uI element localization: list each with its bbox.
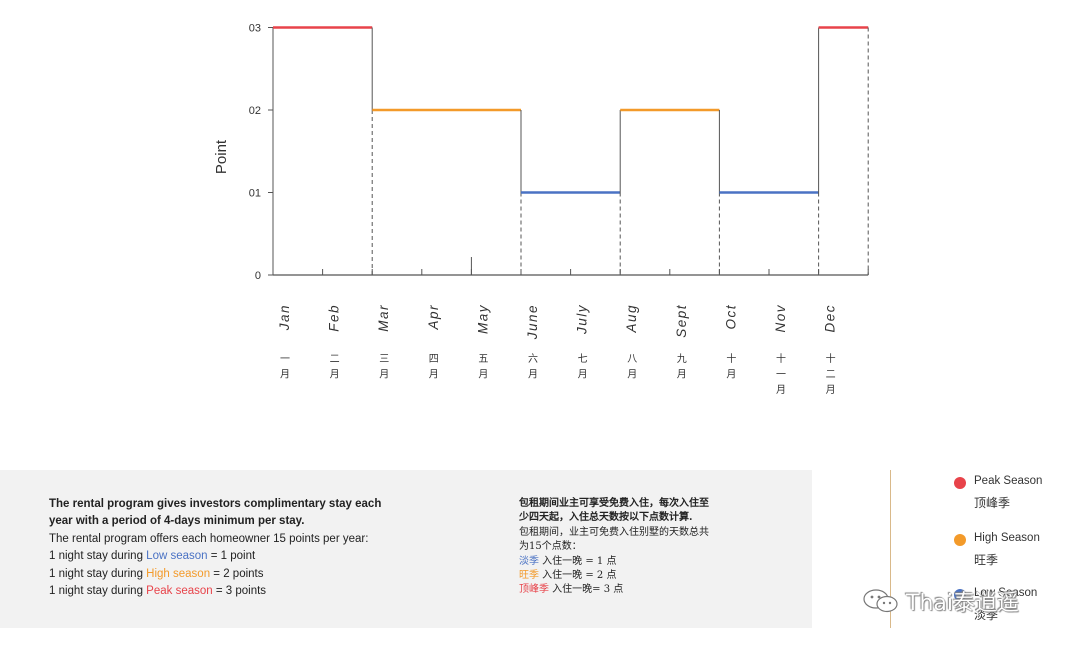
x-category-label-cn: 月 bbox=[677, 369, 687, 381]
info-cn-peak-label: 顶峰季 bbox=[519, 584, 549, 596]
info-cn-low-row: 淡季 入住一晚 = 1 点 bbox=[519, 555, 759, 569]
x-category-label-cn: 月 bbox=[776, 384, 786, 396]
x-category-label-cn: 五 bbox=[478, 354, 488, 365]
wechat-icon bbox=[863, 589, 898, 613]
x-category-label-cn: 月 bbox=[478, 369, 488, 381]
info-en-low-label: Low season bbox=[146, 550, 208, 563]
y-axis-label: Point bbox=[213, 139, 230, 174]
info-cn-low-suffix: 入住一晚 = 1 点 bbox=[539, 555, 617, 567]
legend-high-en: High Season bbox=[974, 532, 1040, 544]
info-en-peak-prefix: 1 night stay during bbox=[49, 585, 147, 598]
x-category-label: May bbox=[475, 304, 490, 334]
x-category-label-cn: 十 bbox=[776, 352, 786, 365]
info-cn-body-1: 包租期间，业主可免费入住别墅的天数总共 bbox=[519, 526, 709, 538]
x-category-label: Mar bbox=[376, 304, 391, 332]
info-cn-high-suffix: 入住一晚 = 2 点 bbox=[539, 570, 617, 582]
x-category-label-cn: 月 bbox=[330, 369, 340, 381]
x-category-label-cn: 六 bbox=[528, 353, 538, 365]
info-en-peak-suffix: = 3 points bbox=[212, 585, 267, 598]
info-cn-title-1: 包租期间业主可享受免费入住，每次入住至 bbox=[519, 498, 709, 509]
info-cn-title-2: 少四天起，入住总天数按以下点数计算. bbox=[519, 512, 693, 524]
x-category-label-cn: 二 bbox=[330, 354, 340, 365]
legend-peak-en: Peak Season bbox=[974, 475, 1043, 487]
x-category-label: Nov bbox=[773, 304, 788, 333]
x-category-label: June bbox=[525, 304, 540, 340]
x-category-label-cn: 一 bbox=[776, 370, 786, 381]
info-en-peak-row: 1 night stay during Peak season = 3 poin… bbox=[49, 583, 429, 600]
x-category-label: Sept bbox=[674, 304, 689, 338]
x-category-label-cn: 七 bbox=[578, 353, 588, 365]
x-category-label: July bbox=[575, 304, 590, 335]
x-category-label-cn: 月 bbox=[726, 369, 736, 381]
legend-divider bbox=[890, 470, 891, 628]
x-category-label-cn: 月 bbox=[826, 384, 836, 396]
x-category-label: Aug bbox=[624, 304, 639, 334]
x-category-label-cn: 一 bbox=[280, 354, 290, 365]
info-en-body: The rental program offers each homeowner… bbox=[49, 532, 369, 545]
info-en-peak-label: Peak season bbox=[146, 585, 213, 598]
x-category-label: Oct bbox=[723, 304, 738, 330]
info-en-high-label: High season bbox=[146, 567, 211, 580]
x-category-label: Apr bbox=[426, 304, 441, 331]
x-category-label-cn: 月 bbox=[429, 369, 439, 381]
info-en-high-suffix: = 2 points bbox=[210, 567, 264, 580]
info-panel: The rental program gives investors compl… bbox=[0, 470, 812, 628]
legend-low-cn: 淡季 bbox=[974, 608, 999, 622]
info-cn-high-label: 旺季 bbox=[519, 570, 539, 582]
x-category-label-cn: 月 bbox=[627, 369, 637, 381]
x-category-label-cn: 月 bbox=[528, 369, 538, 381]
y-tick-label: 0 bbox=[255, 270, 261, 282]
x-category-label-cn: 二 bbox=[826, 370, 836, 381]
info-en-low-prefix: 1 night stay during bbox=[49, 550, 147, 563]
info-en-high-prefix: 1 night stay during bbox=[49, 567, 147, 580]
x-category-label-cn: 月 bbox=[379, 369, 389, 381]
x-category-label-cn: 十 bbox=[826, 352, 836, 365]
info-en-low-row: 1 night stay during Low season = 1 point bbox=[49, 548, 429, 565]
x-category-label-cn: 月 bbox=[578, 369, 588, 381]
x-category-label: Jan bbox=[277, 304, 292, 331]
y-tick-label: 03 bbox=[249, 23, 261, 35]
info-en-high-row: 1 night stay during High season = 2 poin… bbox=[49, 566, 429, 583]
legend-low-dot bbox=[954, 589, 966, 601]
y-tick-label: 01 bbox=[249, 188, 261, 200]
info-cn-peak-suffix: 入住一晚= 3 点 bbox=[549, 584, 624, 596]
x-category-label-cn: 月 bbox=[280, 369, 290, 381]
x-category-label-cn: 十 bbox=[726, 352, 736, 365]
x-category-label: Feb bbox=[327, 304, 342, 332]
season-points-chart: 0010203PointJan一月Feb二月Mar三月Apr四月May五月Jun… bbox=[213, 23, 869, 396]
y-tick-label: 02 bbox=[249, 105, 261, 117]
x-category-label-cn: 三 bbox=[379, 354, 389, 365]
info-cn-low-label: 淡季 bbox=[519, 555, 539, 567]
legend-low-en: Low Season bbox=[974, 587, 1038, 599]
info-en-title-1: The rental program gives investors compl… bbox=[49, 498, 382, 510]
info-english: The rental program gives investors compl… bbox=[49, 496, 429, 600]
x-category-label: Dec bbox=[823, 304, 838, 333]
info-en-low-suffix: = 1 point bbox=[207, 550, 256, 563]
legend-peak-dot bbox=[954, 477, 966, 489]
info-cn-body-2: 为15个点数： bbox=[519, 541, 582, 553]
x-category-label-cn: 九 bbox=[677, 353, 687, 365]
info-cn-peak-row: 顶峰季 入住一晚= 3 点 bbox=[519, 583, 759, 597]
info-cn-high-row: 旺季 入住一晚 = 2 点 bbox=[519, 569, 759, 583]
info-en-title-2: year with a period of 4-days minimum per… bbox=[49, 515, 305, 528]
x-category-label-cn: 四 bbox=[429, 354, 439, 365]
info-chinese: 包租期间业主可享受免费入住，每次入住至 少四天起，入住总天数按以下点数计算. 包… bbox=[519, 497, 759, 598]
x-category-label-cn: 八 bbox=[627, 354, 637, 365]
legend-high-dot bbox=[954, 534, 966, 546]
watermark-text: Thai泰逍遥 bbox=[906, 591, 1019, 616]
legend-high-cn: 旺季 bbox=[974, 553, 999, 567]
legend-peak-cn: 顶峰季 bbox=[974, 496, 1011, 510]
